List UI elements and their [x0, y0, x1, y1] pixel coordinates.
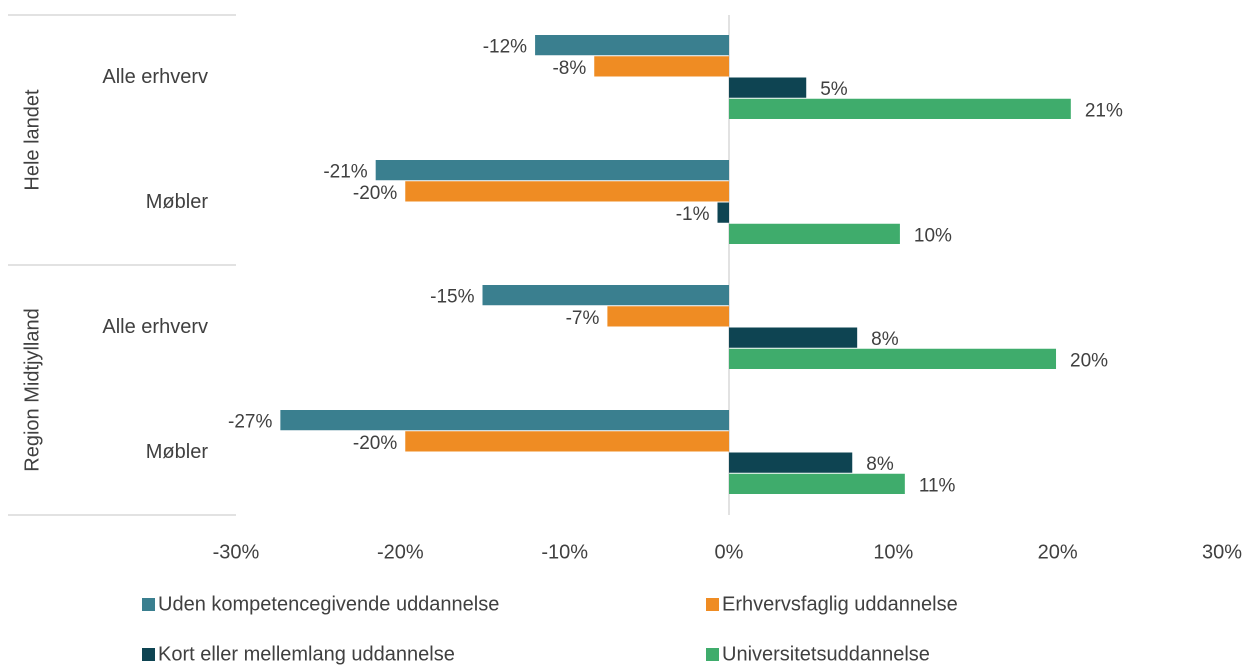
bar	[717, 202, 729, 223]
x-tick-label: -30%	[213, 541, 260, 563]
data-label: 11%	[919, 475, 956, 496]
x-tick-label: -10%	[541, 541, 588, 563]
category-label: Alle erhverv	[102, 316, 208, 338]
data-label: -20%	[353, 183, 397, 204]
legend-label: Universitetsuddannelse	[722, 643, 930, 665]
data-label: -15%	[430, 287, 474, 308]
bar	[729, 348, 1057, 369]
group-label: Region Midtjylland	[21, 308, 43, 471]
bar	[405, 431, 729, 452]
data-label: -8%	[552, 58, 586, 79]
bar	[729, 98, 1071, 119]
bar	[482, 285, 729, 306]
bar	[405, 181, 729, 202]
data-label: 8%	[866, 454, 894, 475]
bar	[729, 452, 853, 473]
bar	[375, 160, 729, 181]
category-label: Møbler	[146, 191, 209, 213]
data-label: 8%	[871, 329, 899, 350]
bar	[729, 327, 858, 348]
x-tick-label: 10%	[873, 541, 913, 563]
bar	[729, 223, 900, 244]
legend-swatch	[706, 648, 719, 661]
data-label: -20%	[353, 433, 397, 454]
bar	[280, 410, 729, 431]
legend-swatch	[706, 598, 719, 611]
x-tick-label: 30%	[1202, 541, 1242, 563]
data-label: 10%	[914, 225, 952, 246]
bar	[729, 473, 905, 494]
legend-label: Erhvervsfaglig uddannelse	[722, 593, 958, 615]
category-label: Møbler	[146, 441, 209, 463]
legend-label: Kort eller mellemlang uddannelse	[158, 643, 455, 665]
legend-swatch	[142, 648, 155, 661]
data-label: -21%	[323, 162, 367, 183]
data-label: -27%	[228, 412, 272, 433]
category-label: Alle erhverv	[102, 66, 208, 88]
data-label: -7%	[566, 308, 600, 329]
data-label: -1%	[676, 204, 710, 225]
x-tick-label: -20%	[377, 541, 424, 563]
data-label: 5%	[820, 79, 848, 100]
legend-swatch	[142, 598, 155, 611]
x-tick-label: 20%	[1038, 541, 1078, 563]
bar	[594, 56, 729, 77]
data-label: 20%	[1070, 350, 1108, 371]
data-label: -12%	[483, 37, 527, 58]
bar	[535, 35, 729, 56]
legend-label: Uden kompetencegivende uddannelse	[158, 593, 499, 615]
group-label: Hele landet	[21, 89, 43, 191]
data-label: 21%	[1085, 100, 1123, 121]
bar	[729, 77, 807, 98]
bar	[607, 306, 729, 327]
x-tick-label: 0%	[715, 541, 744, 563]
